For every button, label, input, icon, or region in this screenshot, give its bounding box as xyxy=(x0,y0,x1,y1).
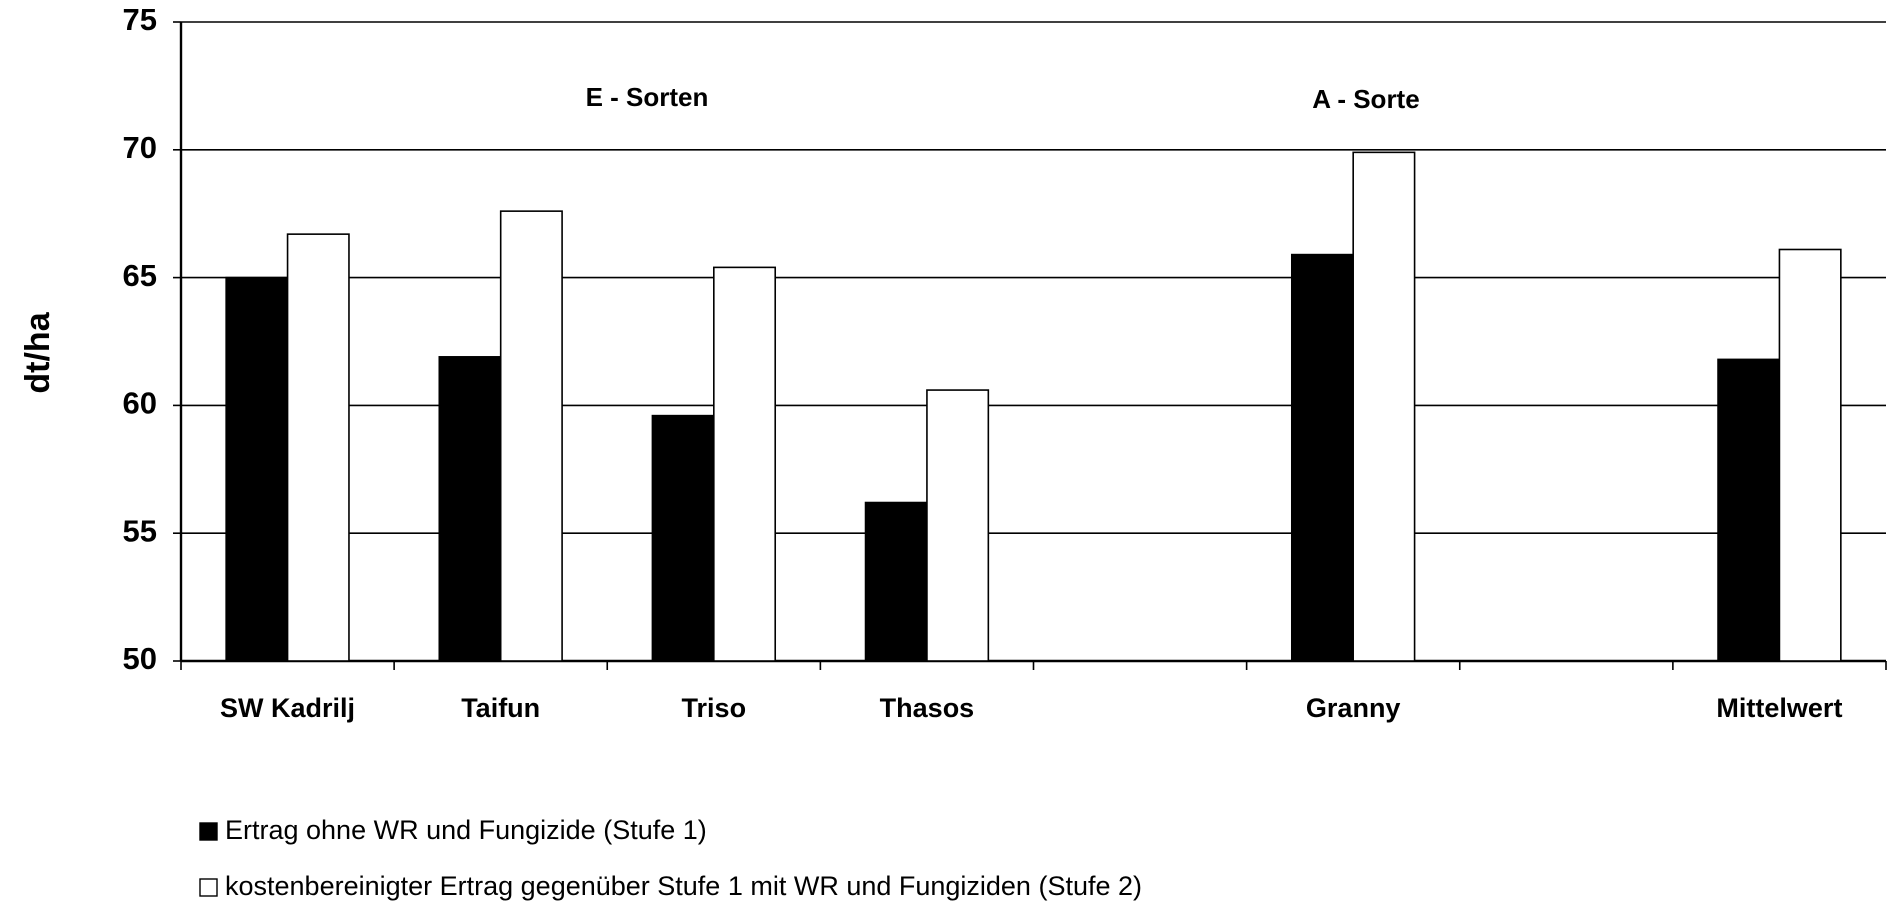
y-tick-label: 75 xyxy=(123,2,157,37)
bar xyxy=(1717,358,1781,662)
y-tick-label: 60 xyxy=(123,386,157,421)
legend-swatch xyxy=(199,822,218,841)
bar xyxy=(438,356,502,662)
bar xyxy=(499,210,563,662)
annotation: A - Sorte xyxy=(1312,84,1419,114)
x-tick-label: Taifun xyxy=(461,693,540,723)
bar xyxy=(713,266,777,662)
x-tick-label: SW Kadrilj xyxy=(220,693,355,723)
y-tick-label: 65 xyxy=(123,258,157,293)
y-tick-label: 55 xyxy=(123,513,157,548)
bar xyxy=(1352,151,1416,662)
y-tick-label: 50 xyxy=(123,641,157,676)
y-axis-label: dt/ha xyxy=(19,311,57,393)
x-tick-label: Thasos xyxy=(880,693,975,723)
bar xyxy=(926,389,990,662)
x-tick-label: Granny xyxy=(1306,693,1401,723)
x-tick-label: Mittelwert xyxy=(1716,693,1842,723)
legend-label: Ertrag ohne WR und Fungizide (Stufe 1) xyxy=(225,815,707,845)
bar xyxy=(864,501,928,662)
bar xyxy=(651,414,715,662)
x-tick-label: Triso xyxy=(682,693,747,723)
bar xyxy=(1778,248,1842,662)
legend-swatch xyxy=(199,878,218,897)
y-tick-label: 70 xyxy=(123,130,157,165)
annotation: E - Sorten xyxy=(586,82,709,112)
bar xyxy=(225,276,289,662)
legend-label: kostenbereinigter Ertrag gegenüber Stufe… xyxy=(225,871,1142,901)
bar xyxy=(1290,253,1354,662)
bar xyxy=(286,233,350,662)
